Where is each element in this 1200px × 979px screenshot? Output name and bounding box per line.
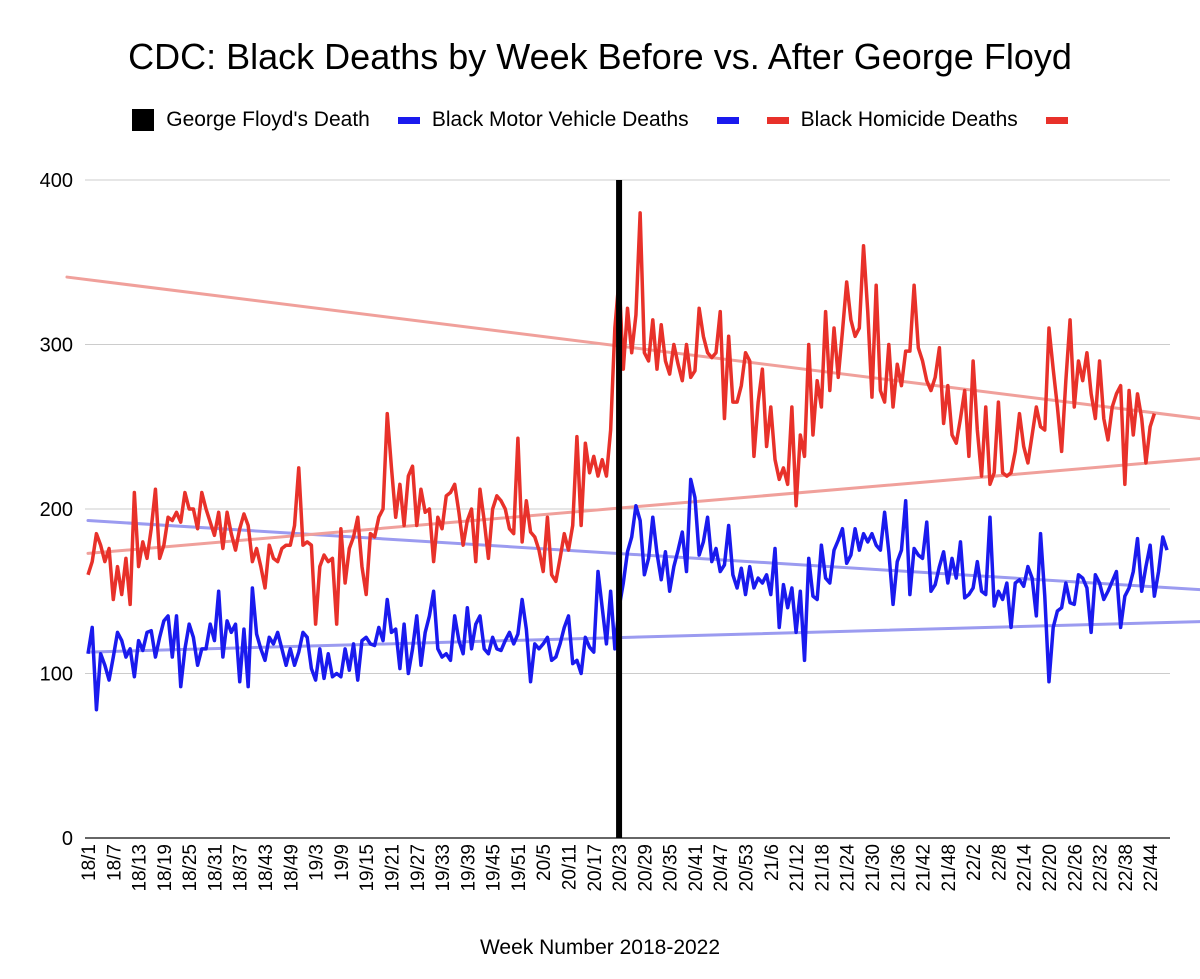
x-tick-label: 22/20 <box>1040 844 1061 892</box>
x-tick-label: 21/18 <box>812 844 833 892</box>
legend-item-homicide-trend <box>1045 116 1068 124</box>
x-tick-label: 19/45 <box>484 844 505 892</box>
x-tick-label: 18/13 <box>130 844 151 892</box>
x-tick-label: 20/53 <box>737 844 758 892</box>
x-tick-label: 19/9 <box>332 844 353 881</box>
x-tick-label: 18/31 <box>205 844 226 892</box>
legend-label-floyd: George Floyd's Death <box>166 108 370 131</box>
x-tick-label: 21/42 <box>914 844 935 892</box>
x-tick-label: 20/23 <box>610 844 631 892</box>
trendline-0 <box>86 620 1200 654</box>
legend-swatch-floyd <box>132 109 155 131</box>
x-tick-label: 18/49 <box>281 844 302 892</box>
x-tick-label: 20/17 <box>585 844 606 892</box>
y-tick-label: 100 <box>40 664 73 686</box>
x-tick-label: 20/47 <box>711 844 732 892</box>
legend-swatch-homicide <box>766 116 789 124</box>
x-tick-label: 18/7 <box>104 844 125 881</box>
x-tick-label: 22/38 <box>1116 844 1137 892</box>
x-tick-label: 21/48 <box>939 844 960 892</box>
legend-label-motor-vehicle: Black Motor Vehicle Deaths <box>431 108 689 131</box>
motor-vehicle-series-line <box>86 477 1169 712</box>
x-tick-label: 18/19 <box>155 844 176 892</box>
x-tick-label: 22/44 <box>1141 844 1162 892</box>
x-tick-label: 18/1 <box>79 844 100 881</box>
x-tick-label: 20/29 <box>635 844 656 892</box>
x-tick-label: 21/12 <box>787 844 808 892</box>
legend-swatch-homicide-trend <box>1045 116 1068 124</box>
x-tick-label: 19/21 <box>383 844 404 892</box>
x-tick-label: 18/25 <box>180 844 201 892</box>
x-tick-label: 20/5 <box>534 844 555 881</box>
x-tick-label: 21/24 <box>838 844 859 892</box>
legend-item-floyd: George Floyd's Death <box>132 108 370 132</box>
x-tick-label: 18/43 <box>256 844 277 892</box>
legend-item-motor-vehicle-trend <box>716 116 739 124</box>
trendline-2 <box>86 457 1200 555</box>
x-tick-label: 20/11 <box>560 844 581 890</box>
x-tick-label: 19/27 <box>408 844 429 892</box>
x-axis-title: Week Number 2018-2022 <box>479 936 721 959</box>
legend-item-motor-vehicle: Black Motor Vehicle Deaths <box>397 108 689 132</box>
x-tick-label: 21/6 <box>762 844 783 881</box>
y-tick-label: 0 <box>62 828 73 850</box>
x-tick-label: 22/26 <box>1065 844 1086 892</box>
y-tick-label: 300 <box>40 335 73 357</box>
x-tick-label: 22/14 <box>1015 844 1036 892</box>
x-tick-label: 22/32 <box>1091 844 1112 892</box>
legend-label-homicide: Black Homicide Deaths <box>800 108 1018 131</box>
legend-item-homicide: Black Homicide Deaths <box>766 108 1018 132</box>
x-tick-label: 19/51 <box>509 844 530 892</box>
x-tick-label: 20/35 <box>661 844 682 892</box>
x-tick-label: 21/36 <box>888 844 909 892</box>
x-tick-label: 21/30 <box>863 844 884 892</box>
x-tick-label: 22/2 <box>964 844 985 881</box>
x-tick-label: 22/8 <box>989 844 1010 881</box>
x-tick-label: 19/3 <box>307 844 328 881</box>
x-tick-label: 18/37 <box>231 844 252 892</box>
legend-swatch-motor-vehicle <box>397 116 420 124</box>
x-tick-label: 20/41 <box>686 844 707 892</box>
legend: George Floyd's Death Black Motor Vehicle… <box>0 108 1200 132</box>
x-tick-label: 19/39 <box>458 844 479 892</box>
y-tick-label: 200 <box>40 499 73 521</box>
y-tick-label: 400 <box>40 170 73 192</box>
chart-title: CDC: Black Deaths by Week Before vs. Aft… <box>128 36 1072 77</box>
x-tick-label: 19/33 <box>433 844 454 892</box>
legend-swatch-motor-vehicle-trend <box>716 116 739 124</box>
trendline-3 <box>65 275 1200 421</box>
x-tick-label: 19/15 <box>357 844 378 892</box>
